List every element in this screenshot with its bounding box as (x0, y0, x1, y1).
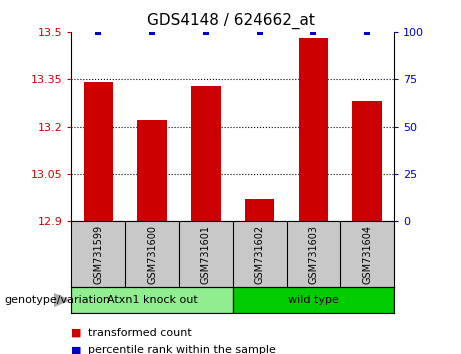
Text: GSM731602: GSM731602 (254, 224, 265, 284)
Text: percentile rank within the sample: percentile rank within the sample (88, 346, 276, 354)
Text: Atxn1 knock out: Atxn1 knock out (107, 295, 197, 305)
Bar (71, 287, 233, 313)
Bar (353, 101, 382, 221)
Bar (137, 120, 167, 221)
Bar (191, 86, 221, 221)
Text: GSM731604: GSM731604 (362, 224, 372, 284)
Text: GSM731603: GSM731603 (308, 224, 319, 284)
Text: GSM731599: GSM731599 (93, 224, 103, 284)
Polygon shape (54, 294, 69, 306)
Bar (233, 287, 394, 313)
Bar (299, 38, 328, 221)
Text: ■: ■ (71, 346, 82, 354)
Bar (83, 82, 113, 221)
Text: ■: ■ (71, 328, 82, 338)
Text: genotype/variation: genotype/variation (5, 295, 111, 305)
Text: wild type: wild type (288, 295, 339, 305)
Text: GSM731601: GSM731601 (201, 224, 211, 284)
Bar (245, 199, 274, 221)
Text: transformed count: transformed count (88, 328, 191, 338)
Text: GDS4148 / 624662_at: GDS4148 / 624662_at (147, 12, 314, 29)
Text: GSM731600: GSM731600 (147, 224, 157, 284)
